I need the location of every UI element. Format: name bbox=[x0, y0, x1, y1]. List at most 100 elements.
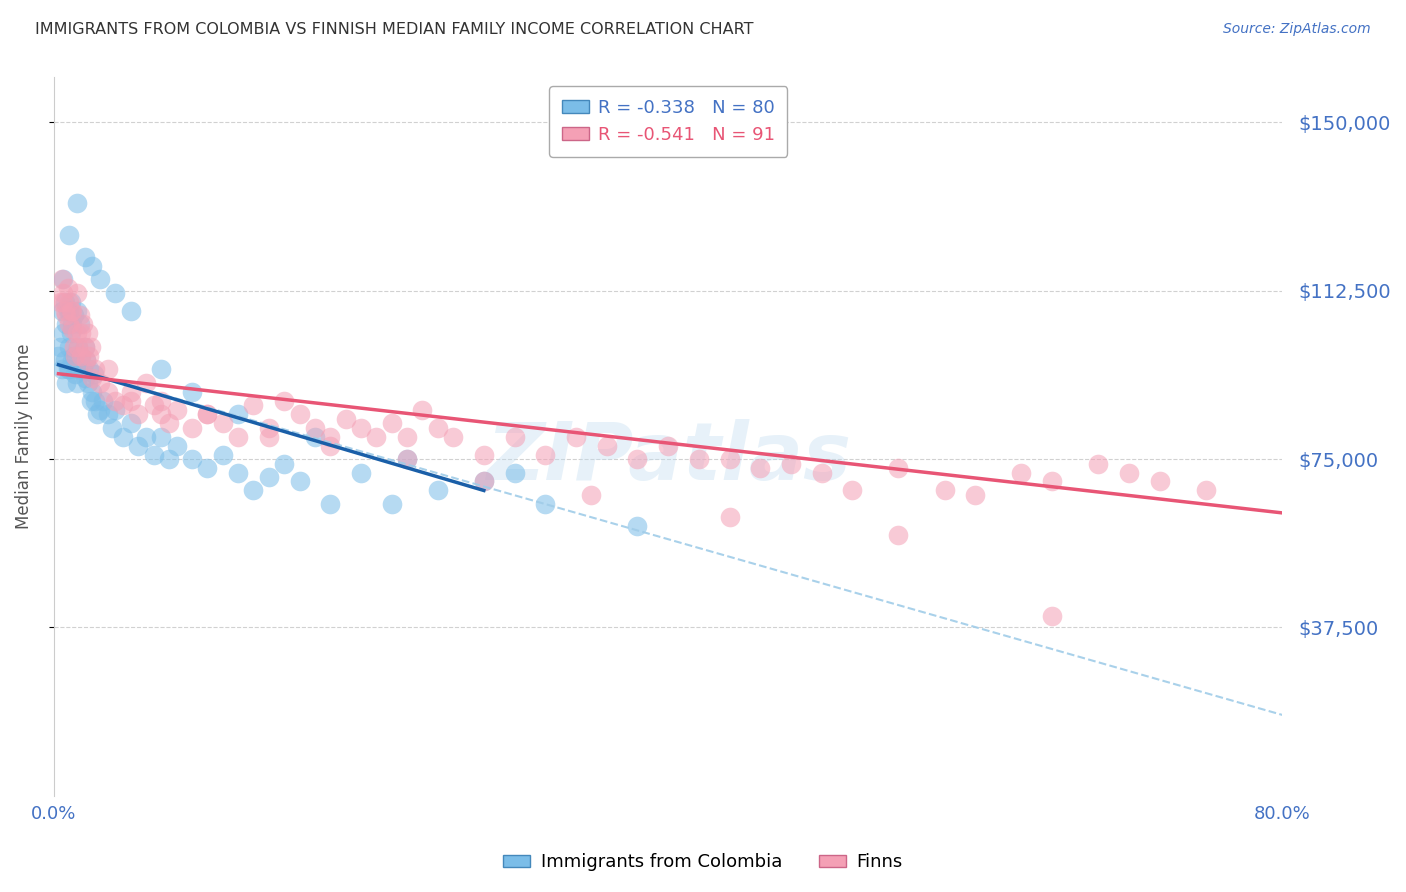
Point bbox=[366, 429, 388, 443]
Point bbox=[56, 304, 79, 318]
Point bbox=[62, 340, 84, 354]
Point bbox=[120, 416, 142, 430]
Point bbox=[273, 457, 295, 471]
Point bbox=[257, 429, 280, 443]
Point bbox=[75, 353, 97, 368]
Point bbox=[82, 259, 104, 273]
Point bbox=[396, 429, 419, 443]
Point bbox=[72, 362, 94, 376]
Point bbox=[211, 448, 233, 462]
Point bbox=[89, 376, 111, 390]
Point bbox=[52, 285, 75, 300]
Point bbox=[166, 402, 188, 417]
Point bbox=[242, 398, 264, 412]
Point bbox=[304, 429, 326, 443]
Point bbox=[60, 322, 83, 336]
Point bbox=[242, 483, 264, 498]
Point bbox=[66, 376, 89, 390]
Point bbox=[53, 294, 76, 309]
Point bbox=[157, 452, 180, 467]
Point bbox=[1087, 457, 1109, 471]
Point bbox=[51, 304, 73, 318]
Point bbox=[55, 376, 77, 390]
Point bbox=[120, 393, 142, 408]
Point bbox=[58, 304, 80, 318]
Point bbox=[135, 376, 157, 390]
Legend: R = -0.338   N = 80, R = -0.541   N = 91: R = -0.338 N = 80, R = -0.541 N = 91 bbox=[548, 87, 787, 157]
Point bbox=[97, 384, 120, 399]
Point bbox=[86, 407, 108, 421]
Text: Source: ZipAtlas.com: Source: ZipAtlas.com bbox=[1223, 22, 1371, 37]
Point bbox=[1010, 466, 1032, 480]
Point bbox=[426, 483, 449, 498]
Point bbox=[97, 407, 120, 421]
Point bbox=[257, 420, 280, 434]
Point bbox=[127, 407, 149, 421]
Point bbox=[55, 309, 77, 323]
Point bbox=[150, 429, 173, 443]
Point bbox=[60, 318, 83, 332]
Point bbox=[62, 309, 84, 323]
Point bbox=[66, 304, 89, 318]
Point bbox=[76, 376, 98, 390]
Point bbox=[381, 497, 404, 511]
Point bbox=[73, 340, 96, 354]
Point bbox=[142, 448, 165, 462]
Point bbox=[626, 452, 648, 467]
Point bbox=[83, 367, 105, 381]
Point bbox=[51, 362, 73, 376]
Point bbox=[73, 340, 96, 354]
Point bbox=[70, 349, 93, 363]
Point bbox=[810, 466, 832, 480]
Point bbox=[111, 429, 134, 443]
Point bbox=[73, 371, 96, 385]
Point bbox=[441, 429, 464, 443]
Point bbox=[101, 420, 124, 434]
Text: IMMIGRANTS FROM COLOMBIA VS FINNISH MEDIAN FAMILY INCOME CORRELATION CHART: IMMIGRANTS FROM COLOMBIA VS FINNISH MEDI… bbox=[35, 22, 754, 37]
Point bbox=[319, 497, 342, 511]
Point bbox=[150, 362, 173, 376]
Point bbox=[226, 407, 249, 421]
Point bbox=[59, 294, 82, 309]
Point bbox=[135, 429, 157, 443]
Point bbox=[58, 294, 80, 309]
Point bbox=[52, 326, 75, 341]
Point bbox=[841, 483, 863, 498]
Point bbox=[56, 362, 79, 376]
Point bbox=[226, 429, 249, 443]
Point bbox=[780, 457, 803, 471]
Point bbox=[111, 398, 134, 412]
Point bbox=[53, 353, 76, 368]
Point bbox=[503, 466, 526, 480]
Point bbox=[181, 452, 204, 467]
Point bbox=[1040, 475, 1063, 489]
Point bbox=[565, 429, 588, 443]
Point bbox=[82, 371, 104, 385]
Point bbox=[104, 393, 127, 408]
Point bbox=[97, 362, 120, 376]
Point bbox=[91, 393, 114, 408]
Point bbox=[65, 367, 87, 381]
Point bbox=[157, 416, 180, 430]
Point bbox=[887, 461, 910, 475]
Point bbox=[396, 452, 419, 467]
Point bbox=[70, 349, 93, 363]
Point bbox=[72, 318, 94, 332]
Legend: Immigrants from Colombia, Finns: Immigrants from Colombia, Finns bbox=[496, 847, 910, 879]
Point bbox=[197, 407, 219, 421]
Point bbox=[58, 362, 80, 376]
Point bbox=[62, 349, 84, 363]
Point bbox=[718, 452, 741, 467]
Point bbox=[66, 196, 89, 211]
Point bbox=[60, 353, 83, 368]
Point bbox=[319, 429, 342, 443]
Point bbox=[104, 285, 127, 300]
Point bbox=[89, 272, 111, 286]
Point bbox=[350, 420, 373, 434]
Point bbox=[77, 362, 100, 376]
Point bbox=[52, 272, 75, 286]
Point bbox=[73, 250, 96, 264]
Point bbox=[84, 393, 107, 408]
Point bbox=[1040, 609, 1063, 624]
Point bbox=[51, 272, 73, 286]
